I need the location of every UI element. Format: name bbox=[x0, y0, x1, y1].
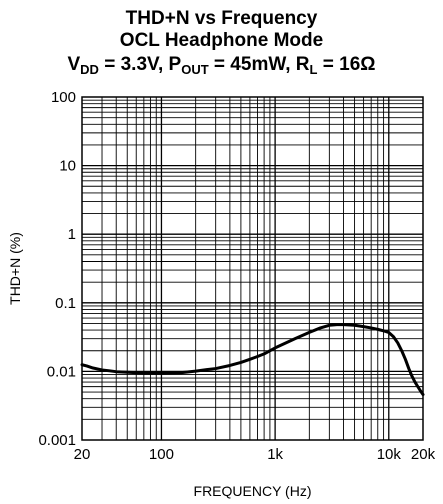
rl-value: = 16Ω bbox=[317, 54, 376, 75]
x-tick-label: 20k bbox=[411, 446, 436, 463]
x-tick-label: 10k bbox=[377, 446, 402, 463]
rl-subscript: L bbox=[309, 62, 318, 77]
thd-curve bbox=[80, 323, 425, 397]
vdd-subscript: DD bbox=[80, 62, 99, 77]
y-tick-label: 10 bbox=[59, 158, 76, 175]
rl-symbol: R bbox=[295, 54, 310, 75]
y-tick-label: 1 bbox=[68, 226, 76, 243]
x-axis-label: FREQUENCY (Hz) bbox=[194, 483, 312, 499]
chart-title: THD+N vs Frequency bbox=[125, 8, 318, 29]
tick-labels: 20 100 1k 10k 20k 100 10 1 0.1 0.01 0.001 bbox=[38, 89, 435, 463]
y-tick-label: 100 bbox=[51, 89, 76, 106]
plot-frame bbox=[81, 96, 424, 441]
vdd-symbol: V bbox=[67, 54, 81, 75]
y-axis-label: THD+N (%) bbox=[7, 232, 23, 305]
pout-symbol: P bbox=[168, 54, 182, 75]
chart-title-line2: OCL Headphone Mode bbox=[119, 30, 324, 51]
x-tick-label: 20 bbox=[74, 446, 91, 463]
pout-subscript: OUT bbox=[181, 62, 209, 77]
grid-lines bbox=[82, 97, 423, 440]
y-tick-label: 0.01 bbox=[47, 363, 76, 380]
y-tick-label: 0.1 bbox=[55, 295, 76, 312]
pout-value: = 45mW, bbox=[208, 54, 296, 75]
vdd-value: = 3.3V, bbox=[98, 54, 169, 75]
chart-subtitle: VDD = 3.3V, POUT = 45mW, RL = 16Ω bbox=[0, 54, 443, 77]
x-tick-label: 1k bbox=[267, 446, 283, 463]
y-tick-label: 0.001 bbox=[38, 432, 76, 449]
x-tick-label: 100 bbox=[149, 446, 174, 463]
